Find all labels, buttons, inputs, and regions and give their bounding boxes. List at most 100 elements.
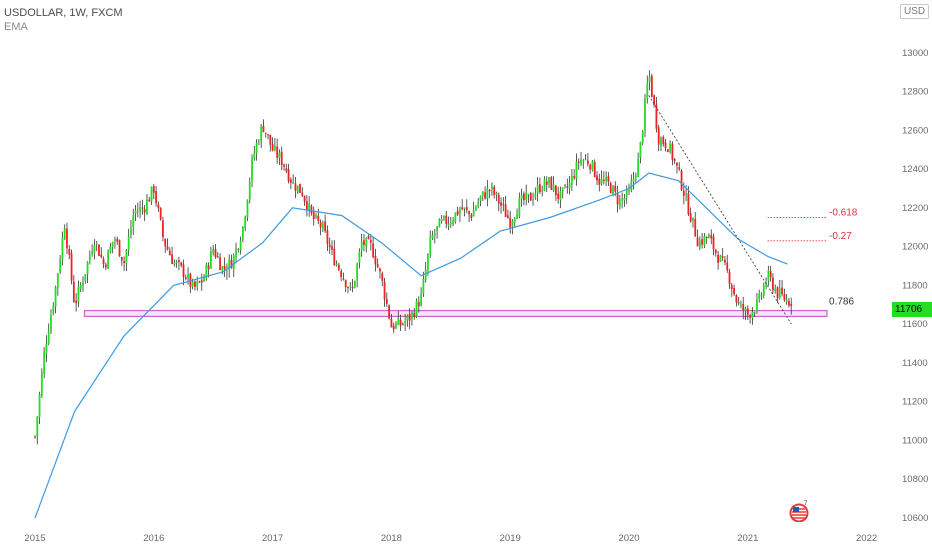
candle-body <box>367 236 370 239</box>
candle-body <box>625 189 628 198</box>
candle-body <box>308 203 311 212</box>
chart-legend[interactable]: USDOLLAR, 1W, FXCM EMA <box>4 6 123 34</box>
candle-body <box>152 186 155 193</box>
candle-body <box>205 264 208 279</box>
candle-body <box>580 159 582 165</box>
candle-body <box>52 305 55 314</box>
symbol-title[interactable]: USDOLLAR, 1W, FXCM <box>4 7 123 19</box>
x-tick-label: 2020 <box>618 533 639 544</box>
candle-body <box>143 208 146 213</box>
candle-body <box>484 192 486 199</box>
candle-body <box>369 239 372 243</box>
candle-body <box>342 278 345 280</box>
candle-body <box>255 143 258 154</box>
candle-body <box>710 234 713 239</box>
fib-level-label: -0.27 <box>829 231 852 242</box>
candle-body <box>696 237 699 247</box>
candle-body <box>733 288 735 294</box>
candle-body <box>591 160 594 171</box>
candle-body <box>34 436 36 438</box>
candle-body <box>260 125 263 142</box>
y-tick-label: 10800 <box>902 474 928 485</box>
fib-level-label: 0.786 <box>829 297 854 308</box>
y-tick-label: 11800 <box>902 280 928 291</box>
candle-body <box>196 281 199 287</box>
candle-body <box>111 241 114 247</box>
candle-body <box>381 273 384 281</box>
last-price-label: 11706 <box>892 302 932 317</box>
candle-body <box>194 281 196 288</box>
svg-text:7: 7 <box>804 501 808 507</box>
candle-body <box>598 178 601 185</box>
candle-body <box>356 264 359 281</box>
support-zone <box>83 309 828 318</box>
candle-body <box>671 143 674 160</box>
candle-body <box>390 319 393 328</box>
candle-body <box>148 199 151 202</box>
candle-body <box>100 254 103 258</box>
candle-body <box>319 222 322 228</box>
support-zone-rect <box>83 309 828 318</box>
x-tick-label: 2021 <box>737 533 758 544</box>
y-tick-label: 12400 <box>902 164 928 175</box>
ema-series <box>34 172 788 519</box>
candle-body <box>221 266 224 272</box>
candle-body <box>753 312 756 314</box>
candle-body <box>244 216 247 229</box>
candle-body <box>178 260 180 263</box>
candle-body <box>518 198 521 217</box>
candle-body <box>758 293 761 300</box>
time-axis[interactable]: 2015 2016 2017 2018 2019 2020 2021 2022 <box>24 533 877 544</box>
y-tick-label: 13000 <box>902 48 928 59</box>
candle-body <box>59 259 62 273</box>
candle-body <box>38 394 41 418</box>
candle-body <box>507 215 509 218</box>
candle-body <box>114 239 116 241</box>
candle-body <box>760 294 763 296</box>
candle-body <box>136 211 139 213</box>
candle-body <box>116 238 119 242</box>
candle-body <box>310 205 313 213</box>
candle-body <box>253 152 256 159</box>
candle-body <box>305 201 308 211</box>
candle-body <box>433 233 436 236</box>
price-axis[interactable]: 10600 10800 11000 11200 11400 11600 11800 12000… <box>902 9 928 524</box>
candle-body <box>273 146 276 150</box>
candle-body <box>125 250 128 264</box>
candle-body <box>88 255 91 261</box>
candle-body <box>198 281 201 283</box>
candle-body <box>82 282 84 286</box>
candle-body <box>130 227 132 235</box>
candle-body <box>401 323 404 325</box>
candle-body <box>746 308 749 315</box>
candle-body <box>788 300 790 306</box>
candle-body <box>372 243 375 258</box>
candle-body <box>641 131 644 144</box>
candle-body <box>347 286 349 289</box>
candle-body <box>303 196 306 202</box>
candle-body <box>463 207 466 209</box>
candle-body <box>509 217 512 229</box>
candle-body <box>214 248 217 257</box>
indicator-label[interactable]: EMA <box>4 21 28 33</box>
candle-body <box>120 256 123 261</box>
candle-body <box>673 159 676 162</box>
currency-label[interactable]: USD <box>900 4 930 19</box>
candle-body <box>682 190 685 196</box>
candle-body <box>374 255 377 265</box>
candle-body <box>43 351 46 375</box>
candle-body <box>644 99 646 131</box>
candle-body <box>232 255 235 269</box>
candle-body <box>164 238 167 247</box>
candle-body <box>98 244 100 256</box>
candle-body <box>493 186 496 195</box>
candle-body <box>278 152 281 159</box>
candle-body <box>127 236 130 251</box>
candle-body <box>438 219 441 228</box>
candle-body <box>593 162 596 177</box>
candle-body <box>422 278 425 294</box>
candle-body <box>429 237 432 255</box>
y-tick-label: 12600 <box>902 125 928 136</box>
candle-body <box>660 138 662 146</box>
